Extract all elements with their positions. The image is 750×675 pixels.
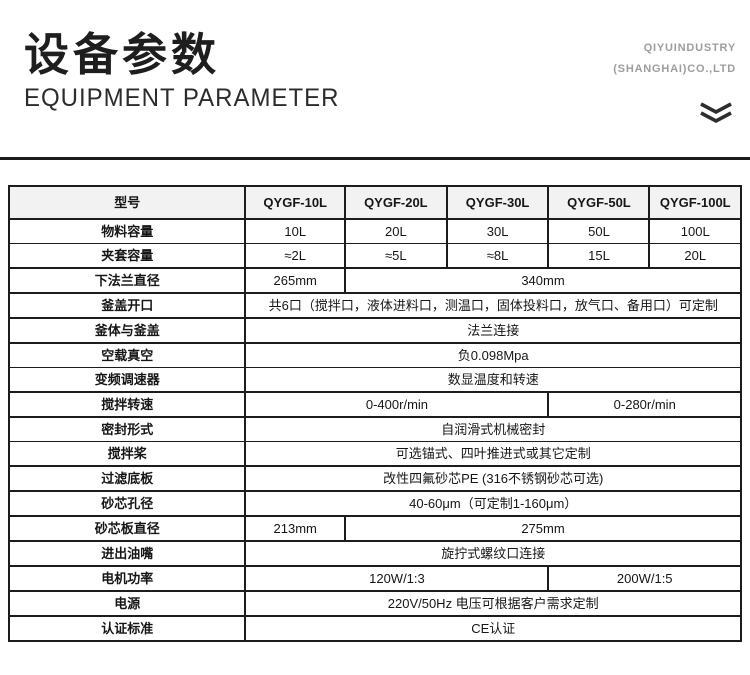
chevron-wrap — [613, 102, 736, 129]
row-label: 砂芯孔径 — [7, 489, 247, 517]
value-cell: 15L — [547, 242, 651, 269]
table-head: 型号 QYGF-10L QYGF-20L QYGF-30L QYGF-50L QYGF-1… — [7, 184, 742, 220]
table-row: 釜体与釜盖 法兰连接 — [7, 316, 742, 344]
double-chevron-down-icon — [700, 102, 732, 123]
value-cell: 20L — [648, 242, 742, 269]
company-block: QIYUINDUSTRY (SHANGHAI)CO.,LTD — [613, 38, 736, 129]
table-row: 密封形式 自润滑式机械密封 — [7, 415, 742, 442]
table-row: 电源 220V/50Hz 电压可根据客户需求定制 — [7, 589, 742, 617]
header-divider — [0, 156, 750, 160]
row-label: 夹套容量 — [7, 242, 247, 269]
table-row: 釜盖开口 共6口（搅拌口，液体进料口，测温口，固体投料口，放气口、备用口）可定制 — [7, 291, 742, 319]
value-cell: 共6口（搅拌口，液体进料口，测温口，固体投料口，放气口、备用口）可定制 — [244, 291, 742, 319]
value-cell: 213mm — [244, 514, 346, 542]
value-cell: 法兰连接 — [244, 316, 742, 344]
value-cell: 100L — [648, 217, 742, 244]
column-header: QYGF-10L — [244, 184, 346, 220]
value-cell: 340mm — [343, 266, 743, 294]
value-cell: 旋拧式螺纹口连接 — [244, 539, 742, 567]
value-cell: 220V/50Hz 电压可根据客户需求定制 — [244, 589, 742, 617]
table-row: 变频调速器 数显温度和转速 — [7, 366, 742, 393]
row-label: 进出油嘴 — [7, 539, 247, 567]
table-header-row: 型号 QYGF-10L QYGF-20L QYGF-30L QYGF-50L QYGF-1… — [7, 184, 742, 220]
row-label: 搅拌桨 — [7, 440, 247, 467]
value-cell: CE认证 — [244, 614, 742, 642]
table-row: 物料容量 10L 20L 30L 50L 100L — [7, 217, 742, 244]
value-cell: 数显温度和转速 — [244, 366, 742, 393]
page-title-chinese: 设备参数 — [24, 29, 221, 80]
page-header: 设备参数 EQUIPMENT PARAMETER QIYUINDUSTRY (S… — [0, 0, 750, 129]
row-label: 变频调速器 — [7, 366, 247, 393]
row-label: 空载真空 — [7, 341, 247, 368]
table-row: 认证标准 CE认证 — [7, 614, 742, 642]
row-label: 釜盖开口 — [7, 291, 247, 319]
row-label: 密封形式 — [7, 415, 247, 442]
company-name-line2: (SHANGHAI)CO.,LTD — [613, 62, 736, 75]
column-header: QYGF-50L — [547, 184, 651, 220]
value-cell: 120W/1:3 — [244, 564, 550, 592]
value-cell: 200W/1:5 — [547, 564, 742, 592]
row-label: 认证标准 — [7, 614, 247, 642]
value-cell: 改性四氟砂芯PE (316不锈钢砂芯可选) — [244, 464, 742, 492]
table-row: 夹套容量 ≈2L ≈5L ≈8L 15L 20L — [7, 242, 742, 269]
column-header: QYGF-20L — [343, 184, 448, 220]
value-cell: 265mm — [244, 266, 346, 294]
table-row: 砂芯孔径 40-60μm（可定制1-160μm） — [7, 489, 742, 517]
value-cell: 10L — [244, 217, 346, 244]
column-header: QYGF-30L — [445, 184, 550, 220]
value-cell: 275mm — [343, 514, 743, 542]
row-label: 过滤底板 — [7, 464, 247, 492]
value-cell: ≈5L — [343, 242, 448, 269]
value-cell: 40-60μm（可定制1-160μm） — [244, 489, 742, 517]
table-row: 空载真空 负0.098Mpa — [7, 341, 742, 368]
value-cell: 自润滑式机械密封 — [244, 415, 742, 442]
row-label: 电机功率 — [7, 564, 247, 592]
table-row: 搅拌桨 可选锚式、四叶推进式或其它定制 — [7, 440, 742, 467]
title-block: 设备参数 EQUIPMENT PARAMETER — [24, 29, 340, 113]
row-label: 砂芯板直径 — [7, 514, 247, 542]
table-row: 下法兰直径 265mm 340mm — [7, 266, 743, 294]
value-cell: 0-280r/min — [547, 390, 742, 418]
value-cell: 可选锚式、四叶推进式或其它定制 — [244, 440, 742, 467]
table-row: 进出油嘴 旋拧式螺纹口连接 — [7, 539, 742, 567]
table-row: 过滤底板 改性四氟砂芯PE (316不锈钢砂芯可选) — [7, 464, 742, 492]
row-label: 下法兰直径 — [7, 266, 247, 294]
page-title-english: EQUIPMENT PARAMETER — [24, 84, 340, 113]
row-label: 物料容量 — [7, 217, 247, 244]
value-cell: 负0.098Mpa — [244, 341, 742, 368]
row-label: 釜体与釜盖 — [7, 316, 247, 344]
row-label: 搅拌转速 — [7, 390, 247, 418]
value-cell: 30L — [445, 217, 550, 244]
value-cell: 0-400r/min — [244, 390, 550, 418]
company-name-line1: QIYUINDUSTRY — [643, 42, 736, 54]
column-header-model: 型号 — [7, 184, 247, 220]
value-cell: ≈8L — [445, 242, 550, 269]
row-label: 电源 — [7, 589, 247, 617]
column-header: QYGF-100L — [648, 184, 742, 220]
value-cell: 20L — [343, 217, 448, 244]
value-cell: 50L — [547, 217, 651, 244]
table-row: 砂芯板直径 213mm 275mm — [7, 514, 743, 542]
table-body: 物料容量 10L 20L 30L 50L 100L 夹套容量 ≈2L ≈5L ≈8L 15L 20L 下… — [7, 217, 743, 642]
table-row: 搅拌转速 0-400r/min 0-280r/min — [7, 390, 742, 418]
table-wrap: 型号 QYGF-10L QYGF-20L QYGF-30L QYGF-50L QYGF-1… — [7, 184, 743, 642]
table-row: 电机功率 120W/1:3 200W/1:5 — [7, 564, 742, 592]
equipment-parameter-table: 型号 QYGF-10L QYGF-20L QYGF-30L QYGF-50L QYGF-1… — [7, 184, 743, 642]
value-cell: ≈2L — [244, 242, 346, 269]
